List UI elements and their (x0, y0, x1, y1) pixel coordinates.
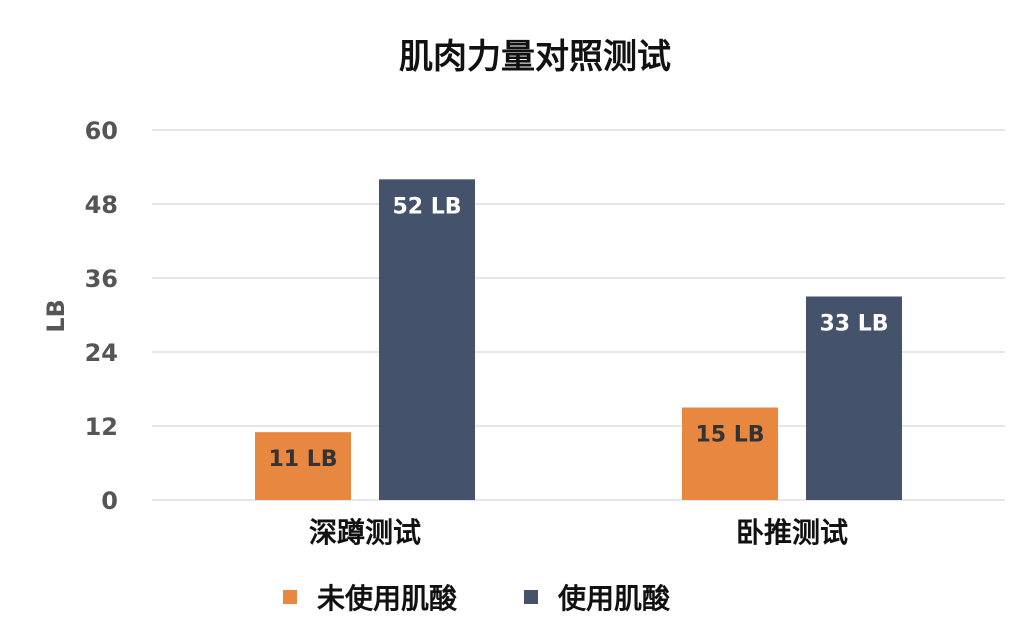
bar-with-creatine-1 (806, 296, 902, 500)
y-axis-label: LB (42, 299, 70, 333)
bar-with-creatine-0 (379, 179, 475, 501)
x-axis-categories: 深蹲测试 卧推测试 (309, 516, 848, 549)
bar-without-creatine-1 (682, 407, 778, 500)
bar-data-label: 11 LB (268, 447, 337, 472)
x-category-label: 卧推测试 (736, 516, 848, 549)
bar-data-label: 33 LB (819, 312, 888, 337)
y-tick-label: 60 (85, 117, 118, 145)
y-tick-label: 24 (85, 339, 118, 367)
bar-without-creatine-0 (255, 432, 351, 500)
bar-data-label: 52 LB (392, 194, 461, 219)
x-category-label: 深蹲测试 (309, 516, 421, 549)
y-tick-label: 0 (101, 487, 118, 515)
legend-label: 未使用肌酸 (317, 582, 458, 615)
y-tick-label: 12 (85, 413, 118, 441)
bars: 11 LB 52 LB 15 LB 33 LB (255, 179, 902, 501)
y-tick-label: 48 (85, 191, 118, 219)
legend-swatch (283, 590, 297, 604)
bar-data-label: 15 LB (695, 423, 764, 448)
y-axis-ticks: 0 12 24 36 48 60 (85, 117, 118, 515)
y-tick-label: 36 (85, 265, 118, 293)
legend-label: 使用肌酸 (557, 582, 671, 615)
legend-swatch (524, 590, 538, 604)
legend: 未使用肌酸 使用肌酸 (283, 582, 671, 615)
chart-title: 肌肉力量对照测试 (399, 37, 671, 77)
